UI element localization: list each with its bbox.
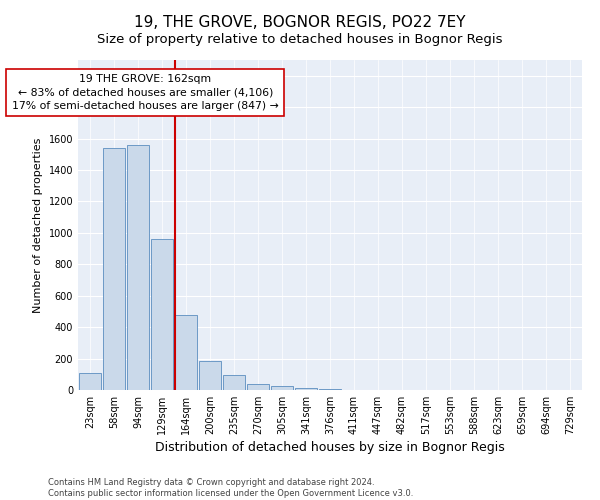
Bar [247,384,269,390]
Bar [79,372,101,390]
Bar [295,388,317,390]
Text: Contains HM Land Registry data © Crown copyright and database right 2024.
Contai: Contains HM Land Registry data © Crown c… [48,478,413,498]
Bar [151,239,173,390]
Bar [223,375,245,390]
Bar [319,389,341,390]
Bar [199,361,221,390]
Bar [103,148,125,390]
Bar [127,145,149,390]
Text: 19, THE GROVE, BOGNOR REGIS, PO22 7EY: 19, THE GROVE, BOGNOR REGIS, PO22 7EY [134,15,466,30]
Bar [271,386,293,390]
Text: 19 THE GROVE: 162sqm
← 83% of detached houses are smaller (4,106)
17% of semi-de: 19 THE GROVE: 162sqm ← 83% of detached h… [12,74,278,110]
Text: Size of property relative to detached houses in Bognor Regis: Size of property relative to detached ho… [97,32,503,46]
Y-axis label: Number of detached properties: Number of detached properties [33,138,43,312]
Bar [175,314,197,390]
X-axis label: Distribution of detached houses by size in Bognor Regis: Distribution of detached houses by size … [155,441,505,454]
